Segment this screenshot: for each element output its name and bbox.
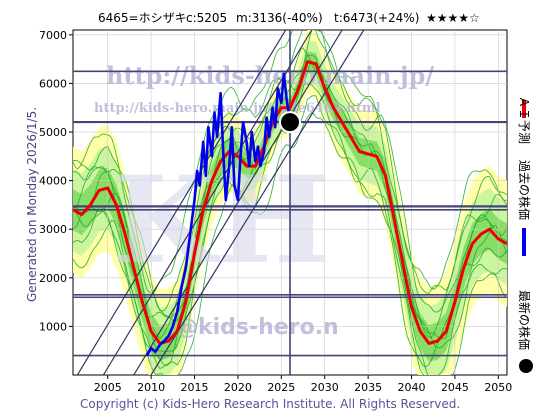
legend-label-past-price: 過去の株価: [517, 160, 532, 220]
level-lines: [73, 30, 507, 375]
header-min: m:3136(-40%): [236, 11, 323, 25]
generated-date-note: Generated on Monday 2026/1/5.: [25, 107, 39, 302]
watermark-url-code: http://kids-hero.main.jp/code6465.html: [94, 101, 381, 116]
current-marker-layer: [279, 111, 301, 134]
trend-line: [76, 30, 287, 375]
x-tick-label: 2035: [354, 381, 382, 394]
y-tick-label: 7000: [39, 29, 67, 42]
x-axis-ticks: 2005 2010 2015 2020 2025 2030 2035 2040 2045 2050: [94, 375, 512, 394]
header-rating: ★★★★☆: [426, 11, 480, 25]
trend-line: [150, 30, 365, 375]
x-tick-label: 2050: [484, 381, 512, 394]
series-lines: [73, 60, 507, 357]
legend-label-ai-forecast: ＡＩ予測: [517, 96, 531, 144]
watermark: KH http://kids-hero.main.jp/ http://kids…: [94, 61, 434, 340]
x-tick-label: 2005: [94, 381, 122, 394]
header-code: 6465=ホシザキ: [98, 11, 187, 25]
header-target: t:6473(+24%): [334, 11, 419, 25]
latest-price-marker: [279, 111, 301, 134]
header-current: c:5205: [186, 11, 227, 25]
watermark-url-main: http://kids-hero.main.jp/: [106, 61, 434, 90]
past-price-line: [145, 72, 292, 357]
x-tick-label: 2030: [311, 381, 339, 394]
copyright-footer: Copyright (c) Kids-Hero Research Institu…: [80, 397, 460, 411]
watermark-big-text: KH: [112, 150, 330, 291]
ai-forecast-line: [73, 60, 507, 345]
watermark-email: @kids-hero.n: [176, 315, 339, 340]
chart-header: 6465=ホシザキ c:5205 m:3136(-40%) t:6473(+24…: [98, 11, 480, 25]
y-tick-label: 6000: [39, 77, 67, 90]
y-tick-label: 2000: [39, 272, 67, 285]
legend-label-latest-price: 最新の株価: [517, 290, 532, 350]
y-tick-label: 3000: [39, 223, 67, 236]
y-tick-label: 5000: [39, 126, 67, 139]
legend: ＡＩ予測 過去の株価 最新の株価: [517, 96, 533, 373]
x-tick-label: 2020: [224, 381, 252, 394]
x-tick-label: 2040: [398, 381, 426, 394]
x-tick-label: 2045: [441, 381, 469, 394]
y-tick-label: 1000: [39, 320, 67, 333]
x-tick-label: 2025: [267, 381, 295, 394]
x-tick-label: 2015: [181, 381, 209, 394]
x-tick-label: 2010: [137, 381, 165, 394]
y-tick-label: 4000: [39, 175, 67, 188]
y-axis-ticks: 1000 2000 3000 4000 5000 6000 7000: [39, 29, 73, 333]
trend-line: [133, 30, 343, 375]
legend-marker-latest-price: [519, 359, 533, 373]
